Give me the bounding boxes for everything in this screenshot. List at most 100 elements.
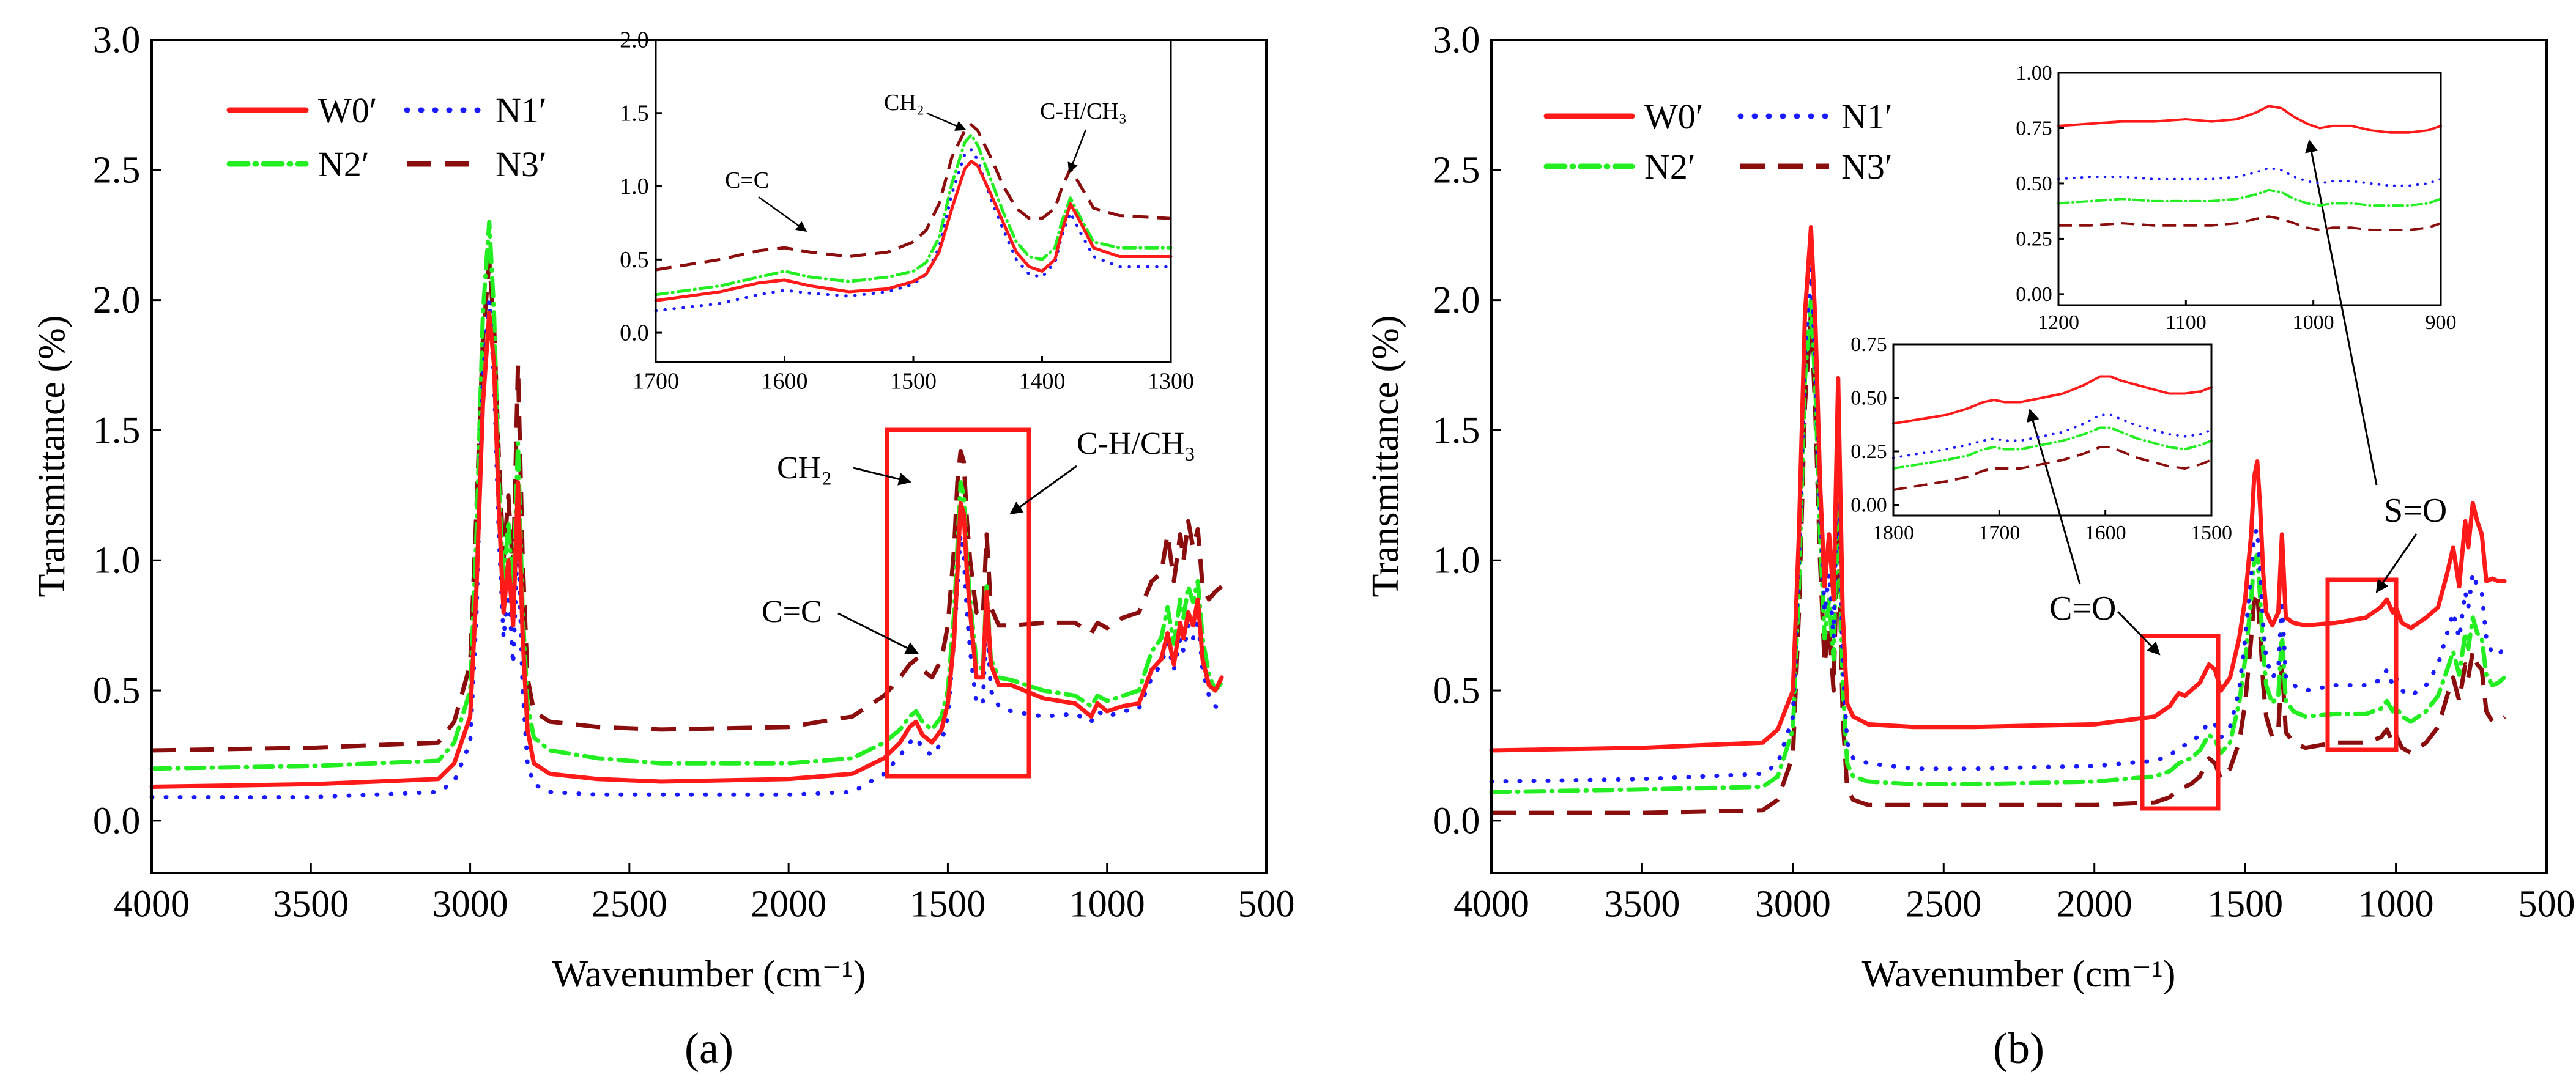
- x-tick-label: 3000: [1755, 883, 1831, 925]
- y-tick-label: 2.5: [1433, 149, 1480, 191]
- panel-b-frame: [1490, 39, 2548, 874]
- y-tick-label: 1.5: [1433, 410, 1480, 451]
- y-tick-label: 0.0: [93, 800, 141, 842]
- legend-label-n2: N2′: [318, 144, 369, 184]
- legend-label-n3: N3′: [496, 144, 547, 184]
- x-tick-label: 3000: [432, 883, 508, 925]
- x-tick-label: 1000: [2293, 311, 2334, 334]
- inset-annotation-ch2: CH₂: [884, 90, 924, 116]
- x-tick-label: 1700: [633, 369, 679, 394]
- panel-b-highlight-box-so: [2325, 577, 2399, 752]
- y-tick-label: 1.00: [2016, 62, 2052, 84]
- x-tick-label: 2000: [2057, 883, 2132, 925]
- panel-b: 4000 3500 3000 2500 2000 1500 1000 500 0.0 0.5 1.0…: [1365, 19, 2575, 1073]
- panel-b-series: [1489, 225, 2507, 815]
- series-line-n1-a-main: [149, 298, 1224, 800]
- series-line-n1-b-inset-so: [2057, 166, 2442, 187]
- x-tick-label: 1200: [2038, 311, 2079, 334]
- x-tick-label: 1700: [1978, 522, 2020, 544]
- series-line-n2-a-inset: [654, 133, 1173, 297]
- y-tick-label: 2.0: [93, 279, 141, 321]
- x-tick-label: 1300: [1148, 369, 1194, 394]
- legend-label-n3-b: N3′: [1841, 147, 1893, 187]
- x-tick-label: 1100: [2166, 311, 2207, 334]
- y-tick-label: 0.75: [1850, 333, 1887, 356]
- panel-a-inset-frame: [655, 39, 1172, 363]
- inset-annotation-ch-ch3-arrow: [1067, 129, 1087, 174]
- y-tick-label: 2.5: [93, 149, 141, 191]
- x-tick-label: 1400: [1019, 369, 1066, 394]
- annotation-so-arrow: [2375, 533, 2418, 593]
- series-line-n3-b-inset-so: [2058, 215, 2441, 231]
- y-tick-label: 0.25: [2016, 228, 2052, 251]
- inset-co-pointer-arrow: [2027, 408, 2081, 585]
- x-tick-label: 1000: [1069, 883, 1145, 925]
- series-line-n2-b-inset-co: [1892, 426, 2213, 470]
- y-tick-label: 2.0: [1433, 279, 1480, 321]
- legend-label-n2-b: N2′: [1644, 147, 1696, 187]
- series-line-w0-a-main: [149, 311, 1224, 789]
- y-tick-label: 3.0: [93, 19, 141, 61]
- inset-annotation-ch2-arrow: [926, 112, 967, 131]
- x-tick-label: 1800: [1873, 522, 1914, 544]
- x-tick-label: 4000: [114, 883, 190, 925]
- y-tick-label: 0.50: [2016, 172, 2052, 195]
- panel-b-highlight-box-co: [2140, 634, 2221, 811]
- legend-label-n1-b: N1′: [1841, 97, 1893, 136]
- y-tick-label: 0.5: [93, 670, 141, 712]
- panel-b-inset-co: 1800 1700 1600 1500 0.00 0.25 0.50 0.75: [1850, 333, 2232, 544]
- panel-a-legend: W0′ N1′ N2′ N3′: [226, 91, 547, 184]
- panel-b-inset-co-axes: 1800 1700 1600 1500 0.00 0.25 0.50 0.75: [1850, 333, 2232, 544]
- panel-b-inset-co-series: [1892, 375, 2213, 491]
- series-line-n3-b-inset-co: [1893, 446, 2212, 491]
- inset-annotation-cc: C=C: [725, 168, 769, 193]
- x-tick-label: 2500: [592, 883, 667, 925]
- panel-a: 4000 3500 3000 2500 2000 1500 1000 500 0.0 0.5 1.0…: [31, 19, 1295, 1073]
- panel-a-inset-axes: 1700 1600 1500 1400 1300 0.0 0.5 1.0 1.5 2.0: [620, 28, 1194, 394]
- x-tick-label: 1500: [910, 883, 985, 925]
- panel-b-axes: 4000 3500 3000 2500 2000 1500 1000 500 0.0 0.5 1.0…: [1433, 19, 2575, 925]
- panel-b-inset-so-series: [2057, 105, 2442, 231]
- series-line-n1-b-inset-co: [1892, 413, 2213, 459]
- series-line-w0-b-main: [1489, 225, 2507, 753]
- series-line-w0-b-inset-so: [2057, 105, 2442, 134]
- annotation-ch-ch3: C-H/CH₃: [1077, 426, 1195, 461]
- annotation-co: C=O: [2049, 590, 2116, 627]
- panel-a-xlabel: Wavenumber (cm⁻¹): [552, 953, 866, 995]
- panel-b-inset-so: 1200 1100 1000 900 0.00 0.25 0.50 0.75 1.00: [2016, 62, 2456, 334]
- annotation-ch2: CH₂: [777, 451, 832, 486]
- y-tick-label: 1.0: [93, 540, 141, 582]
- x-tick-label: 900: [2426, 311, 2457, 334]
- panel-a-highlight-box: [885, 427, 1031, 779]
- panel-a-label: (a): [685, 1024, 733, 1073]
- inset-so-pointer-arrow: [2305, 139, 2378, 486]
- annotation-cc: C=C: [762, 594, 822, 629]
- y-tick-label: 1.5: [93, 410, 141, 451]
- y-tick-label: 1.5: [620, 100, 649, 126]
- series-line-w0-a-inset: [654, 160, 1173, 302]
- legend-label-w0-b: W0′: [1644, 97, 1703, 136]
- panel-b-inset-so-frame: [2057, 72, 2442, 306]
- x-tick-label: 3500: [1604, 883, 1680, 925]
- x-tick-label: 1500: [890, 369, 937, 394]
- x-tick-label: 1600: [2085, 522, 2126, 544]
- annotation-so: S=O: [2384, 492, 2447, 530]
- legend-label-w0: W0′: [318, 91, 377, 130]
- x-tick-label: 2000: [751, 883, 826, 925]
- x-tick-label: 1500: [2207, 883, 2283, 925]
- x-tick-label: 1500: [2191, 522, 2232, 544]
- y-tick-label: 0.75: [2016, 117, 2052, 140]
- panel-a-ylabel: Transmittance (%): [31, 316, 73, 598]
- x-tick-label: 1000: [2358, 883, 2434, 925]
- panel-b-xlabel: Wavenumber (cm⁻¹): [1862, 953, 2176, 995]
- series-line-w0-b-inset-co: [1892, 375, 2213, 425]
- y-tick-label: 0.25: [1850, 440, 1887, 463]
- y-tick-label: 1.0: [1433, 540, 1480, 582]
- annotation-cc-arrow: [837, 612, 919, 654]
- panel-a-axes: 4000 3500 3000 2500 2000 1500 1000 500 0.0 0.5 1.0…: [93, 19, 1295, 925]
- y-tick-label: 3.0: [1433, 19, 1480, 61]
- y-tick-label: 0.00: [1850, 494, 1887, 517]
